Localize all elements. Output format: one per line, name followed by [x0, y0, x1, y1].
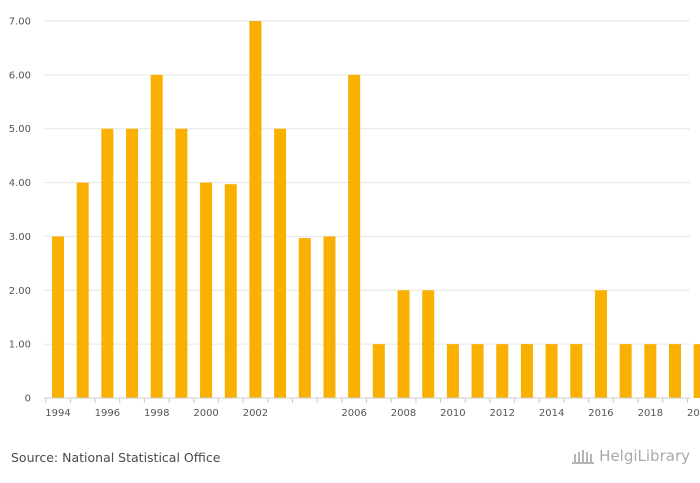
y-tick-label: 3.00	[9, 232, 31, 243]
source-note: Source: National Statistical Office	[11, 450, 221, 465]
x-tick-label: 1994	[45, 408, 70, 419]
x-axis: 1994 1996 1998 2000 2002 2006 2008 2010 2012 2014…	[45, 398, 700, 419]
bar-1995[interactable]	[76, 182, 89, 398]
bar-1998[interactable]	[150, 74, 163, 399]
x-tick-label: 2008	[391, 408, 416, 419]
helgi-library-logo[interactable]: HelgiLibrary	[571, 447, 690, 465]
x-tick-label: 2002	[243, 408, 268, 419]
logo-text: HelgiLibrary	[599, 447, 690, 465]
bar-2015[interactable]	[570, 344, 583, 398]
x-tick-label: 2018	[638, 408, 663, 419]
bar-1996[interactable]	[101, 128, 114, 398]
bar-1994[interactable]	[52, 236, 64, 398]
x-tick-label: 2020	[687, 408, 700, 419]
x-tick-label: 2016	[588, 408, 613, 419]
bar-2017[interactable]	[619, 344, 632, 398]
y-tick-label: 0	[25, 394, 31, 405]
x-tick-label: 2014	[539, 408, 564, 419]
bar-2020[interactable]	[693, 344, 700, 398]
y-tick-label: 6.00	[9, 70, 31, 81]
library-building-icon	[572, 450, 595, 464]
bar-1999[interactable]	[175, 128, 188, 398]
x-tick-label: 2012	[490, 408, 515, 419]
x-tick-label: 1998	[144, 408, 169, 419]
bar-2008[interactable]	[397, 290, 410, 398]
bar-2013[interactable]	[520, 344, 533, 398]
bar-2007[interactable]	[372, 344, 385, 398]
bar-2005[interactable]	[323, 236, 336, 398]
bar-chart: 01.002.003.004.005.006.007.00 1994 1996 19…	[9, 17, 700, 419]
bar-2011[interactable]	[471, 344, 484, 398]
y-tick-label: 7.00	[9, 17, 31, 28]
y-tick-label: 1.00	[9, 340, 31, 351]
bar-2016[interactable]	[594, 290, 607, 398]
x-tick-label: 2010	[440, 408, 465, 419]
bar-2000[interactable]	[200, 182, 213, 398]
bar-1997[interactable]	[126, 128, 139, 398]
bars	[52, 21, 700, 399]
bar-2009[interactable]	[422, 290, 435, 398]
gridlines	[44, 20, 690, 345]
bar-2019[interactable]	[669, 344, 681, 398]
x-tick-label: 1996	[95, 408, 120, 419]
y-tick-label: 5.00	[9, 124, 31, 135]
bar-2002[interactable]	[249, 21, 262, 398]
bar-2006[interactable]	[348, 74, 361, 399]
y-axis: 0 1.00 2.00 3.00 4.00 5.00 6.00 7.00	[9, 17, 31, 405]
bar-2004[interactable]	[298, 238, 311, 398]
y-tick-label: 2.00	[9, 286, 31, 297]
y-tick-label: 4.00	[9, 178, 31, 189]
bar-2003[interactable]	[274, 128, 287, 398]
x-tick-label: 2000	[193, 408, 218, 419]
bar-2001[interactable]	[224, 184, 237, 398]
bar-2010[interactable]	[446, 344, 459, 398]
x-tick-label: 2006	[341, 408, 366, 419]
bar-2014[interactable]	[545, 344, 558, 398]
bar-2012[interactable]	[496, 344, 509, 398]
bar-2018[interactable]	[644, 344, 657, 398]
